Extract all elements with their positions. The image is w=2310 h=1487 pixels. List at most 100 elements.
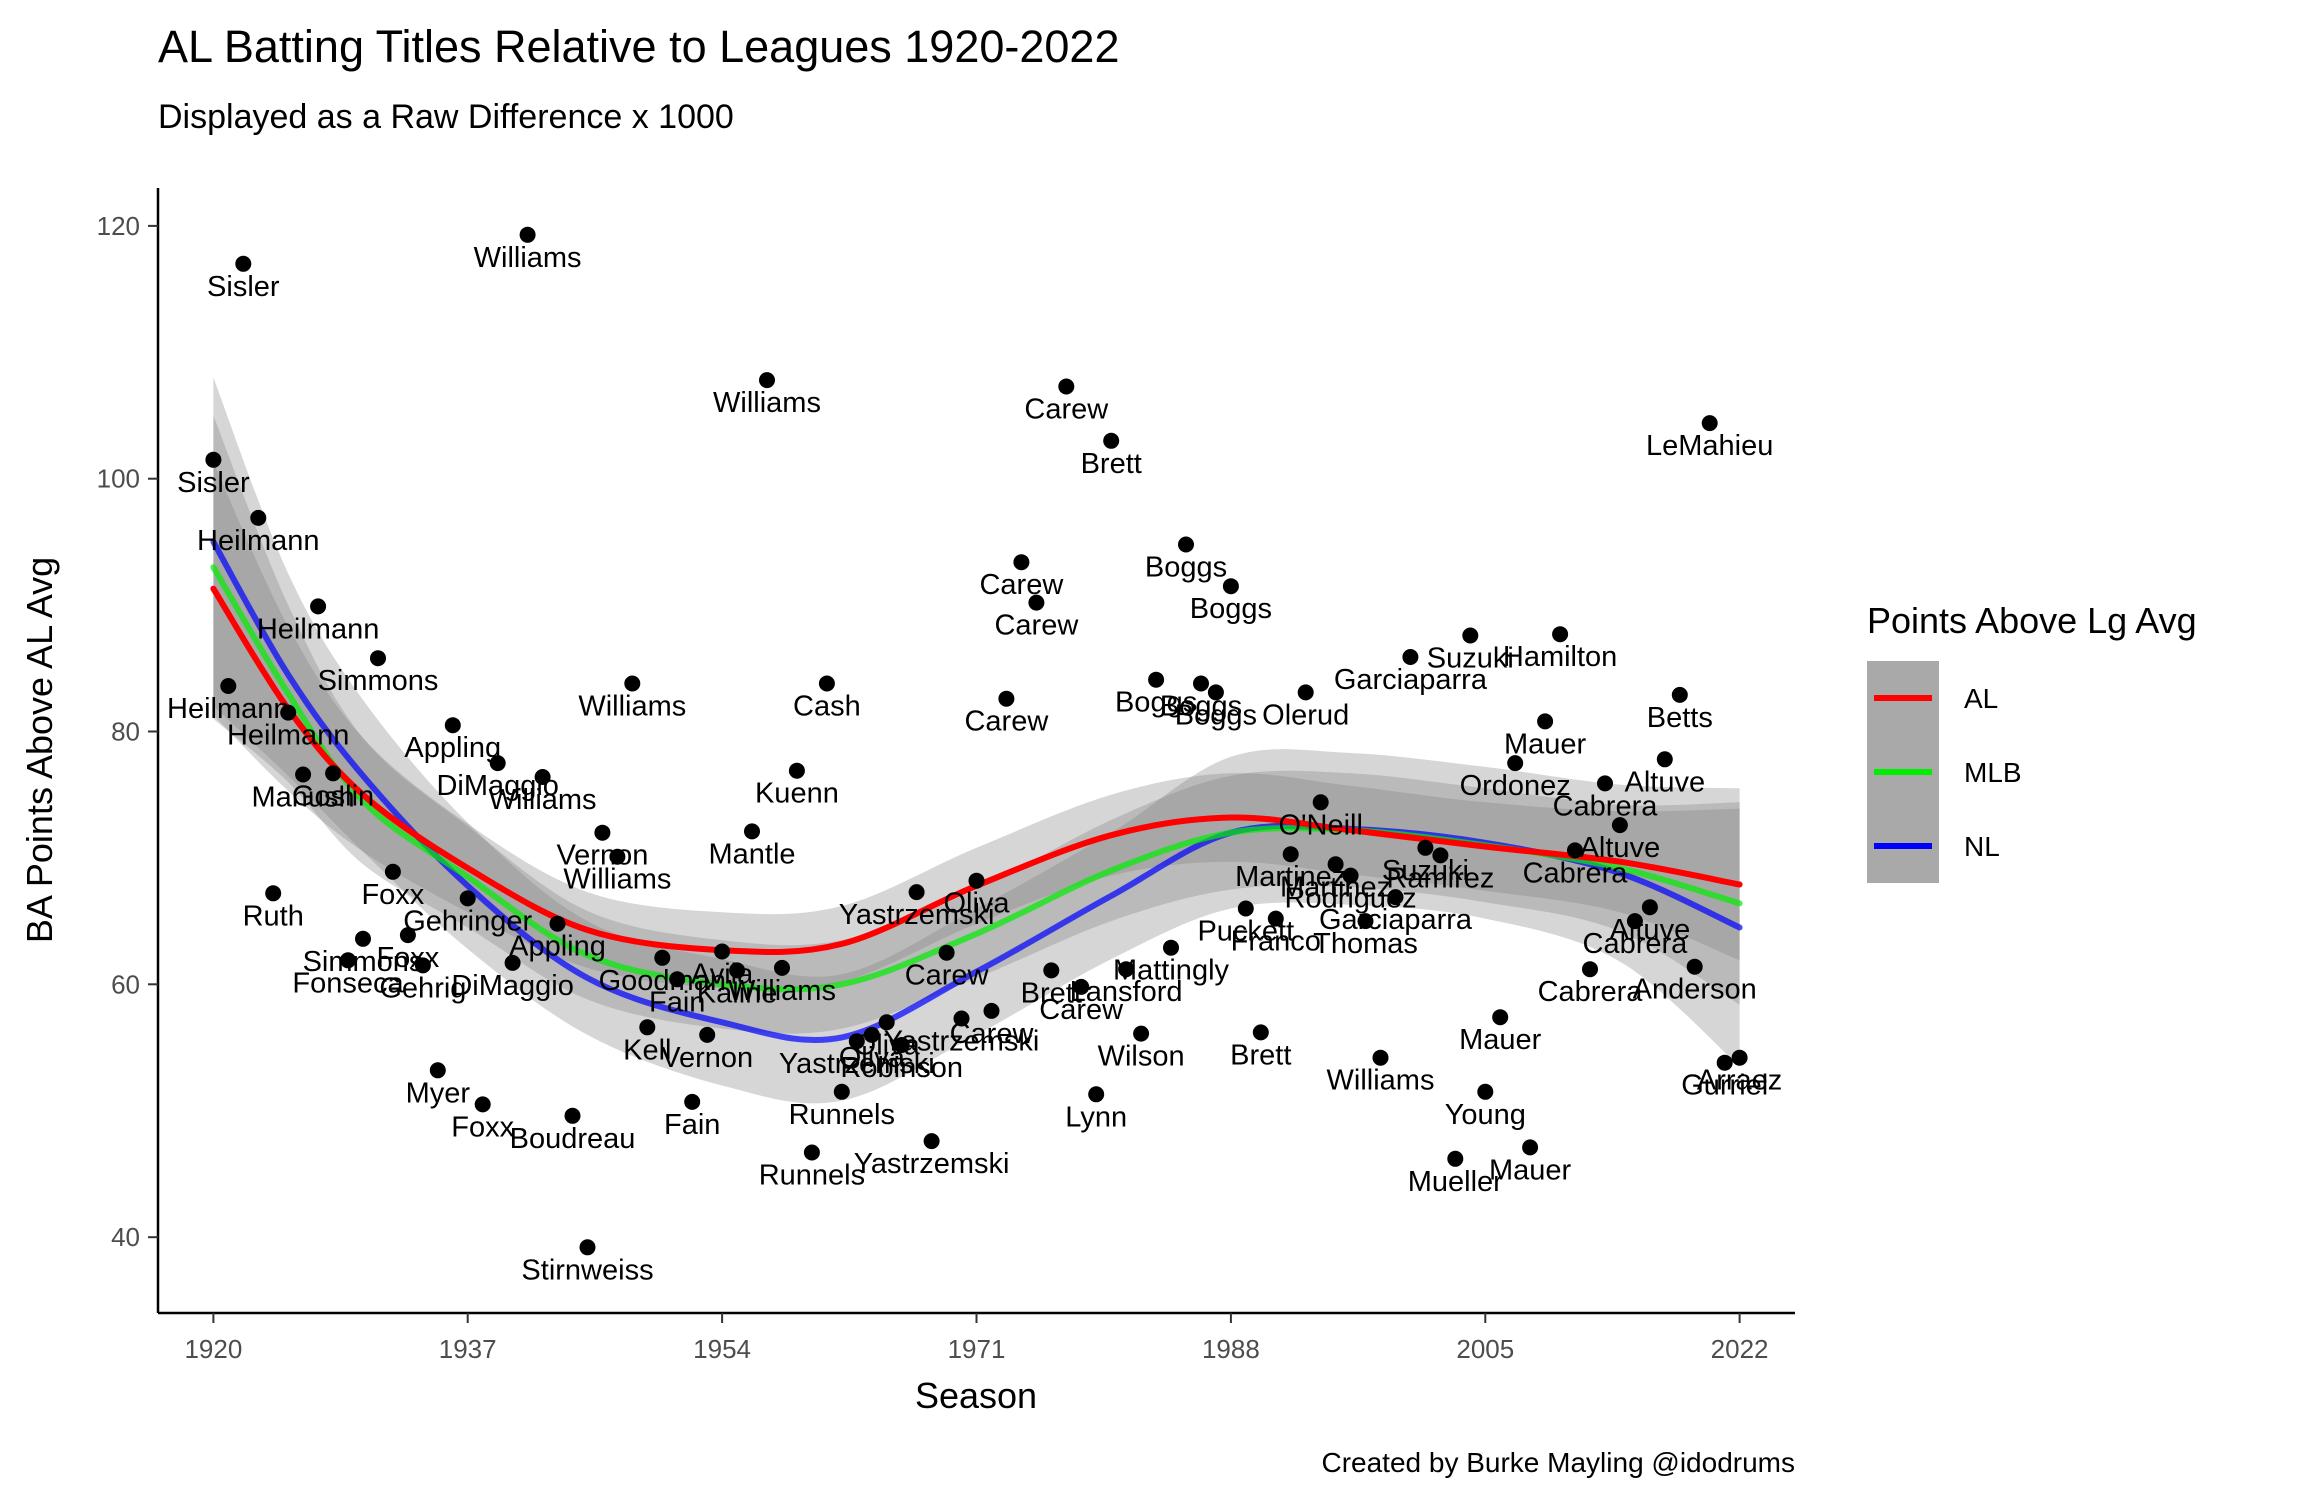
point-label-1921: Heilmann (167, 693, 290, 725)
point-label-1986: Boggs (1160, 691, 1242, 723)
point-1977 (1058, 378, 1075, 395)
point-label-2012: Cabrera (1538, 976, 1644, 1008)
point-1974 (1013, 554, 1030, 571)
y-axis-ticks: 40 60 80 100 120 (97, 211, 158, 1252)
point-label-1933: Foxx (376, 942, 439, 974)
point-labels: Sisler Heilmann Sisler Heilmann Ruth Heilmann… (167, 242, 1782, 1287)
point-label-1988: Boggs (1190, 593, 1272, 625)
point-1922 (235, 255, 252, 272)
point-1957 (759, 372, 775, 389)
x-axis-title: Season (915, 1375, 1037, 1416)
y-tick-label: 100 (97, 464, 140, 494)
point-label-1961: Cash (793, 691, 861, 723)
point-1998 (1372, 1049, 1389, 1066)
point-label-1945: Stirnweiss (521, 1254, 653, 1286)
legend-label-nl: NL (1964, 831, 2000, 862)
point-label-2017: Altuve (1624, 766, 1705, 798)
point-label-1947: Williams (563, 864, 671, 896)
point-label-1946: Vernon (556, 840, 648, 872)
point-2021 (1716, 1054, 1733, 1071)
point-label-1932: Foxx (361, 879, 424, 911)
point-label-1998: Williams (1327, 1065, 1435, 1097)
point-1954 (714, 943, 731, 960)
point-1951 (669, 971, 686, 988)
point-label-1941: Williams (474, 242, 582, 274)
point-label-1937: Gehringer (403, 905, 532, 937)
point-2017 (1656, 751, 1673, 768)
point-label-1925: Heilmann (227, 720, 350, 752)
confidence-bands (213, 377, 1740, 1104)
point-label-1956: Mantle (708, 838, 795, 870)
point-label-1944: Boudreau (510, 1123, 636, 1155)
point-1923 (250, 509, 267, 526)
band-al (213, 462, 1740, 991)
point-label-1922: Sisler (207, 271, 280, 303)
point-2018 (1671, 686, 1688, 703)
point-1969 (938, 944, 955, 961)
point-label-2000: Garciaparra (1334, 664, 1488, 696)
point-label-1935: Myer (406, 1077, 471, 1109)
legend-label-mlb: MLB (1964, 757, 2022, 788)
point-label-1928: Goslin (292, 780, 374, 812)
point-1941 (519, 226, 536, 243)
point-label-1981: Lansford (1070, 976, 1183, 1008)
point-label-1954: Avila (691, 959, 754, 991)
point-2008 (1522, 1139, 1539, 1156)
point-label-1959: Kuenn (755, 778, 839, 810)
point-2005 (1477, 1083, 1494, 1100)
point-1985 (1178, 536, 1194, 553)
point-label-2009: Mauer (1504, 728, 1587, 760)
point-label-1957: Williams (713, 387, 821, 419)
point-1921 (220, 678, 237, 694)
y-tick-label: 60 (111, 969, 140, 999)
point-2007 (1507, 755, 1524, 772)
point-label-1920: Sisler (177, 467, 250, 499)
point-1942 (534, 769, 551, 785)
point-label-1978: Carew (1039, 994, 1124, 1026)
point-label-1931: Simmons (318, 665, 439, 697)
point-label-1982: Wilson (1098, 1041, 1185, 1073)
point-1956 (744, 823, 760, 840)
point-1978 (1073, 978, 1090, 995)
point-1988 (1222, 578, 1239, 595)
point-1973 (998, 690, 1015, 707)
point-1928 (325, 765, 342, 782)
point-label-1992: Martinez (1235, 861, 1346, 893)
point-label-1942: Williams (489, 784, 597, 816)
point-1931 (370, 650, 386, 667)
point-label-1987: Boggs (1175, 699, 1257, 731)
point-label-2016: Altuve (1610, 914, 1691, 946)
point-label-2002: Ramirez (1386, 862, 1494, 894)
point-2015 (1626, 913, 1643, 930)
point-2006 (1492, 1009, 1509, 1026)
point-label-1979: Lynn (1065, 1101, 1127, 1133)
point-1984 (1163, 939, 1179, 956)
point-1925 (280, 704, 297, 721)
point-label-1939: DiMaggio (436, 770, 559, 802)
point-label-1950: Goodman (599, 965, 726, 997)
point-label-2022: Arraez (1697, 1065, 1782, 1097)
point-label-2019: Anderson (1633, 974, 1757, 1006)
point-label-1962: Runnels (789, 1099, 895, 1131)
point-1979 (1088, 1086, 1105, 1103)
point-1961 (818, 675, 835, 692)
point-label-1952: Fain (664, 1109, 720, 1141)
point-label-1926: Manush (252, 782, 355, 814)
legend-label-al: AL (1964, 683, 1998, 714)
point-label-1993: Olerud (1262, 699, 1349, 731)
point-label-1963: Yastrzemski (779, 1048, 935, 1080)
point-1968 (923, 1133, 940, 1150)
point-1943 (549, 915, 566, 932)
point-1947 (609, 848, 626, 865)
point-1940 (504, 954, 521, 971)
x-tick-label: 1954 (693, 1334, 751, 1364)
point-label-1968: Yastrzemski (854, 1148, 1010, 1180)
point-label-1936: Appling (404, 732, 501, 764)
point-1932 (384, 863, 401, 880)
chart-title: AL Batting Titles Relative to Leagues 19… (158, 21, 1119, 72)
point-1976 (1043, 962, 1060, 979)
point-label-1980: Brett (1081, 448, 1142, 480)
band-nl (213, 377, 1740, 1104)
point-label-2008: Mauer (1489, 1154, 1572, 1186)
point-1920 (205, 451, 222, 468)
